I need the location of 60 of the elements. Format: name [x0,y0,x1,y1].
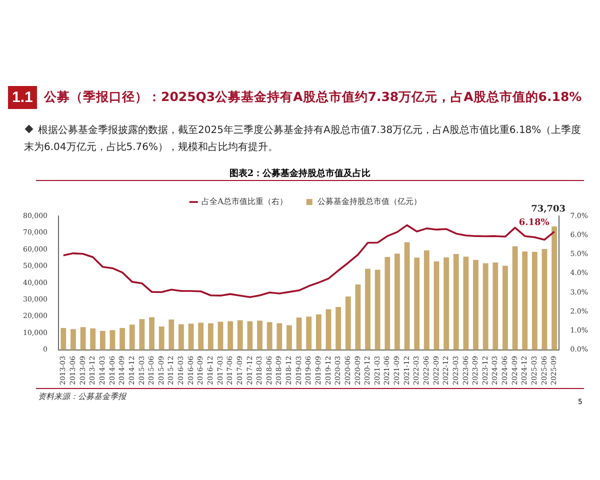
legend-label: 公募基金持股总市值（亿元） [317,197,422,206]
chart-subtitle: 根据公募基金季报披露的数据，截至2025年三季度公募基金持有A股总市值7.38万亿元，占A股总市值比重6.18%（上季度末为6.04万亿元，占比5.76%），规模和占比均有提升。 [24,124,582,155]
bar [365,268,370,350]
bar [532,252,538,350]
bar [473,260,478,350]
legend-label: 占全A总市值比重（右） [202,197,288,206]
bar [100,330,106,350]
bar [110,330,116,350]
bar [276,323,282,350]
data-label: 6.18% [518,218,550,228]
bar [444,257,450,350]
bar [492,262,498,350]
data-label: 73,703 [531,204,566,214]
bar [374,270,380,350]
bar [404,242,410,350]
bar [345,296,351,350]
bar [326,309,332,350]
bar [502,266,508,350]
text: 资料来源：公募基金季报 [38,391,126,402]
bar [453,254,459,350]
bar [482,263,488,350]
bar [188,324,194,350]
bar [286,325,292,350]
bar [522,251,528,350]
text: 图表2：公募基金持股总市值及占比 [228,167,372,180]
bar [228,321,234,350]
bar [296,317,302,350]
bar [384,257,390,350]
bar [158,326,164,350]
bar [120,328,126,350]
bar [139,319,145,350]
bar [90,328,96,350]
bar [178,324,184,350]
bar [149,317,154,350]
bar [434,261,440,350]
bar [552,226,558,350]
bar [266,322,272,350]
bar [218,322,224,350]
bar [70,329,76,350]
bar [424,250,430,350]
bar [129,324,135,350]
bar [542,248,548,350]
bar [198,322,204,350]
bar [394,254,400,350]
bar [168,319,174,350]
bar [80,327,86,350]
bar [355,284,361,350]
bar [306,316,312,350]
bar [60,328,66,350]
chart-title: 公募（季报口径）：2025Q3公募基金持有A股总市值约7.38万亿元，占A股总市值的6.18% [44,89,583,106]
bar [512,246,518,350]
text: 1.1 [8,86,37,109]
bar [336,307,342,350]
bar [237,320,243,350]
bar [247,321,253,350]
bar [414,258,420,350]
bar [257,320,262,350]
bar [316,314,322,350]
bar [208,323,214,350]
bar [463,256,469,350]
